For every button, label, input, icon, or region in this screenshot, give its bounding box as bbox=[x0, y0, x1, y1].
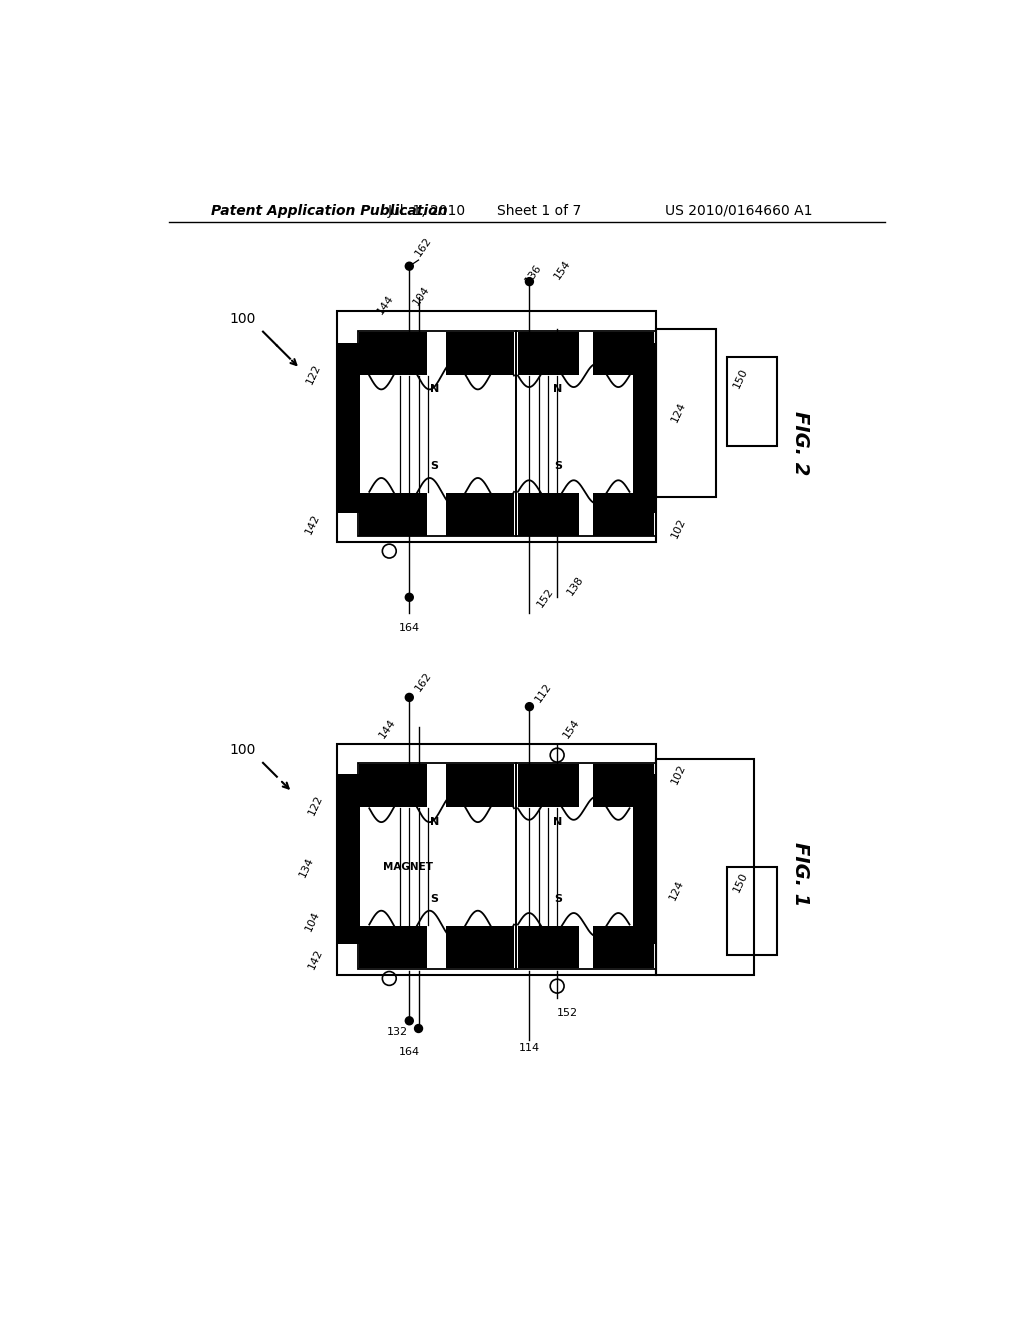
Bar bbox=[357, 763, 515, 969]
Bar bbox=[359, 927, 427, 969]
Text: FIG. 2: FIG. 2 bbox=[791, 411, 810, 475]
Bar bbox=[446, 333, 514, 375]
Text: S: S bbox=[431, 894, 438, 904]
Circle shape bbox=[525, 702, 534, 710]
Bar bbox=[515, 331, 656, 536]
Circle shape bbox=[525, 277, 534, 285]
Bar bbox=[655, 330, 716, 498]
Circle shape bbox=[406, 263, 413, 271]
Bar bbox=[446, 494, 514, 536]
Text: 138: 138 bbox=[565, 574, 586, 597]
Bar bbox=[337, 743, 655, 974]
Text: 136: 136 bbox=[523, 263, 544, 285]
Text: 162: 162 bbox=[413, 671, 433, 693]
Bar bbox=[337, 775, 360, 944]
Text: 124: 124 bbox=[668, 878, 686, 902]
Circle shape bbox=[406, 1016, 413, 1024]
Text: S: S bbox=[554, 462, 562, 471]
Text: 122: 122 bbox=[306, 793, 325, 817]
Text: 104: 104 bbox=[412, 284, 432, 308]
Bar bbox=[515, 763, 656, 969]
Bar bbox=[518, 927, 580, 969]
Circle shape bbox=[406, 594, 413, 601]
Text: 164: 164 bbox=[398, 623, 420, 634]
Text: 114: 114 bbox=[519, 1043, 540, 1053]
Circle shape bbox=[406, 693, 413, 701]
Text: 100: 100 bbox=[229, 743, 255, 756]
Text: 164: 164 bbox=[398, 1047, 420, 1056]
Bar bbox=[633, 343, 655, 512]
Text: 102: 102 bbox=[670, 516, 687, 540]
Text: 132: 132 bbox=[387, 1027, 409, 1038]
Bar bbox=[359, 494, 427, 536]
Text: 154: 154 bbox=[553, 259, 572, 281]
Bar bbox=[359, 333, 427, 375]
Text: MAGNET: MAGNET bbox=[383, 862, 433, 871]
Text: S: S bbox=[554, 894, 562, 904]
Text: N: N bbox=[430, 817, 439, 828]
Text: 142: 142 bbox=[306, 948, 325, 972]
Bar bbox=[655, 759, 755, 974]
Text: 134: 134 bbox=[297, 855, 315, 879]
Bar bbox=[446, 927, 514, 969]
Text: 102: 102 bbox=[670, 763, 687, 787]
Text: N: N bbox=[430, 384, 439, 395]
Text: 144: 144 bbox=[377, 717, 397, 739]
Bar bbox=[359, 764, 427, 807]
Text: FIG. 1: FIG. 1 bbox=[791, 842, 810, 907]
Bar bbox=[727, 867, 777, 956]
Circle shape bbox=[415, 1024, 422, 1032]
Text: S: S bbox=[431, 462, 438, 471]
Text: 104: 104 bbox=[303, 909, 322, 932]
Text: N: N bbox=[553, 817, 562, 828]
Text: 150: 150 bbox=[731, 871, 750, 894]
Text: 144: 144 bbox=[376, 293, 396, 317]
Text: 122: 122 bbox=[305, 362, 323, 385]
Text: 152: 152 bbox=[557, 1008, 579, 1018]
Text: Jul. 1, 2010: Jul. 1, 2010 bbox=[388, 203, 466, 218]
Bar bbox=[593, 333, 654, 375]
Text: 150: 150 bbox=[731, 366, 750, 389]
Text: 112: 112 bbox=[534, 681, 554, 705]
Bar bbox=[633, 775, 655, 944]
Bar bbox=[357, 331, 515, 536]
Bar bbox=[337, 312, 655, 543]
Bar bbox=[446, 764, 514, 807]
Bar bbox=[518, 333, 580, 375]
Bar bbox=[518, 764, 580, 807]
Bar bbox=[593, 494, 654, 536]
Text: 124: 124 bbox=[670, 401, 687, 424]
Bar bbox=[593, 927, 654, 969]
Bar bbox=[727, 358, 777, 446]
Text: 142: 142 bbox=[303, 512, 322, 536]
Bar bbox=[337, 343, 360, 512]
Text: Patent Application Publication: Patent Application Publication bbox=[211, 203, 447, 218]
Bar bbox=[593, 764, 654, 807]
Text: 100: 100 bbox=[229, 312, 255, 326]
Text: N: N bbox=[553, 384, 562, 395]
Text: 152: 152 bbox=[535, 586, 555, 609]
Bar bbox=[518, 494, 580, 536]
Text: US 2010/0164660 A1: US 2010/0164660 A1 bbox=[666, 203, 813, 218]
Text: Sheet 1 of 7: Sheet 1 of 7 bbox=[497, 203, 581, 218]
Text: 162: 162 bbox=[413, 235, 433, 259]
Text: 154: 154 bbox=[561, 717, 582, 739]
